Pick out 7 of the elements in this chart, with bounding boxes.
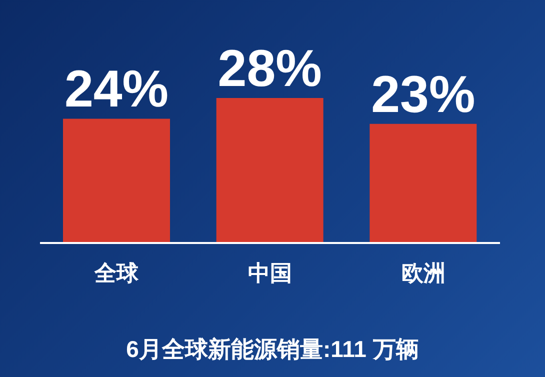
data-label: 28% (218, 40, 322, 98)
x-tick-label: 中国 (248, 260, 292, 286)
x-tick-label: 欧洲 (401, 260, 446, 286)
data-label: 23% (371, 66, 476, 124)
data-label: 24% (64, 60, 169, 119)
text: 6月全球新能源销量:111 万辆 (125, 335, 420, 364)
x-tick-label: 全球 (94, 260, 140, 286)
